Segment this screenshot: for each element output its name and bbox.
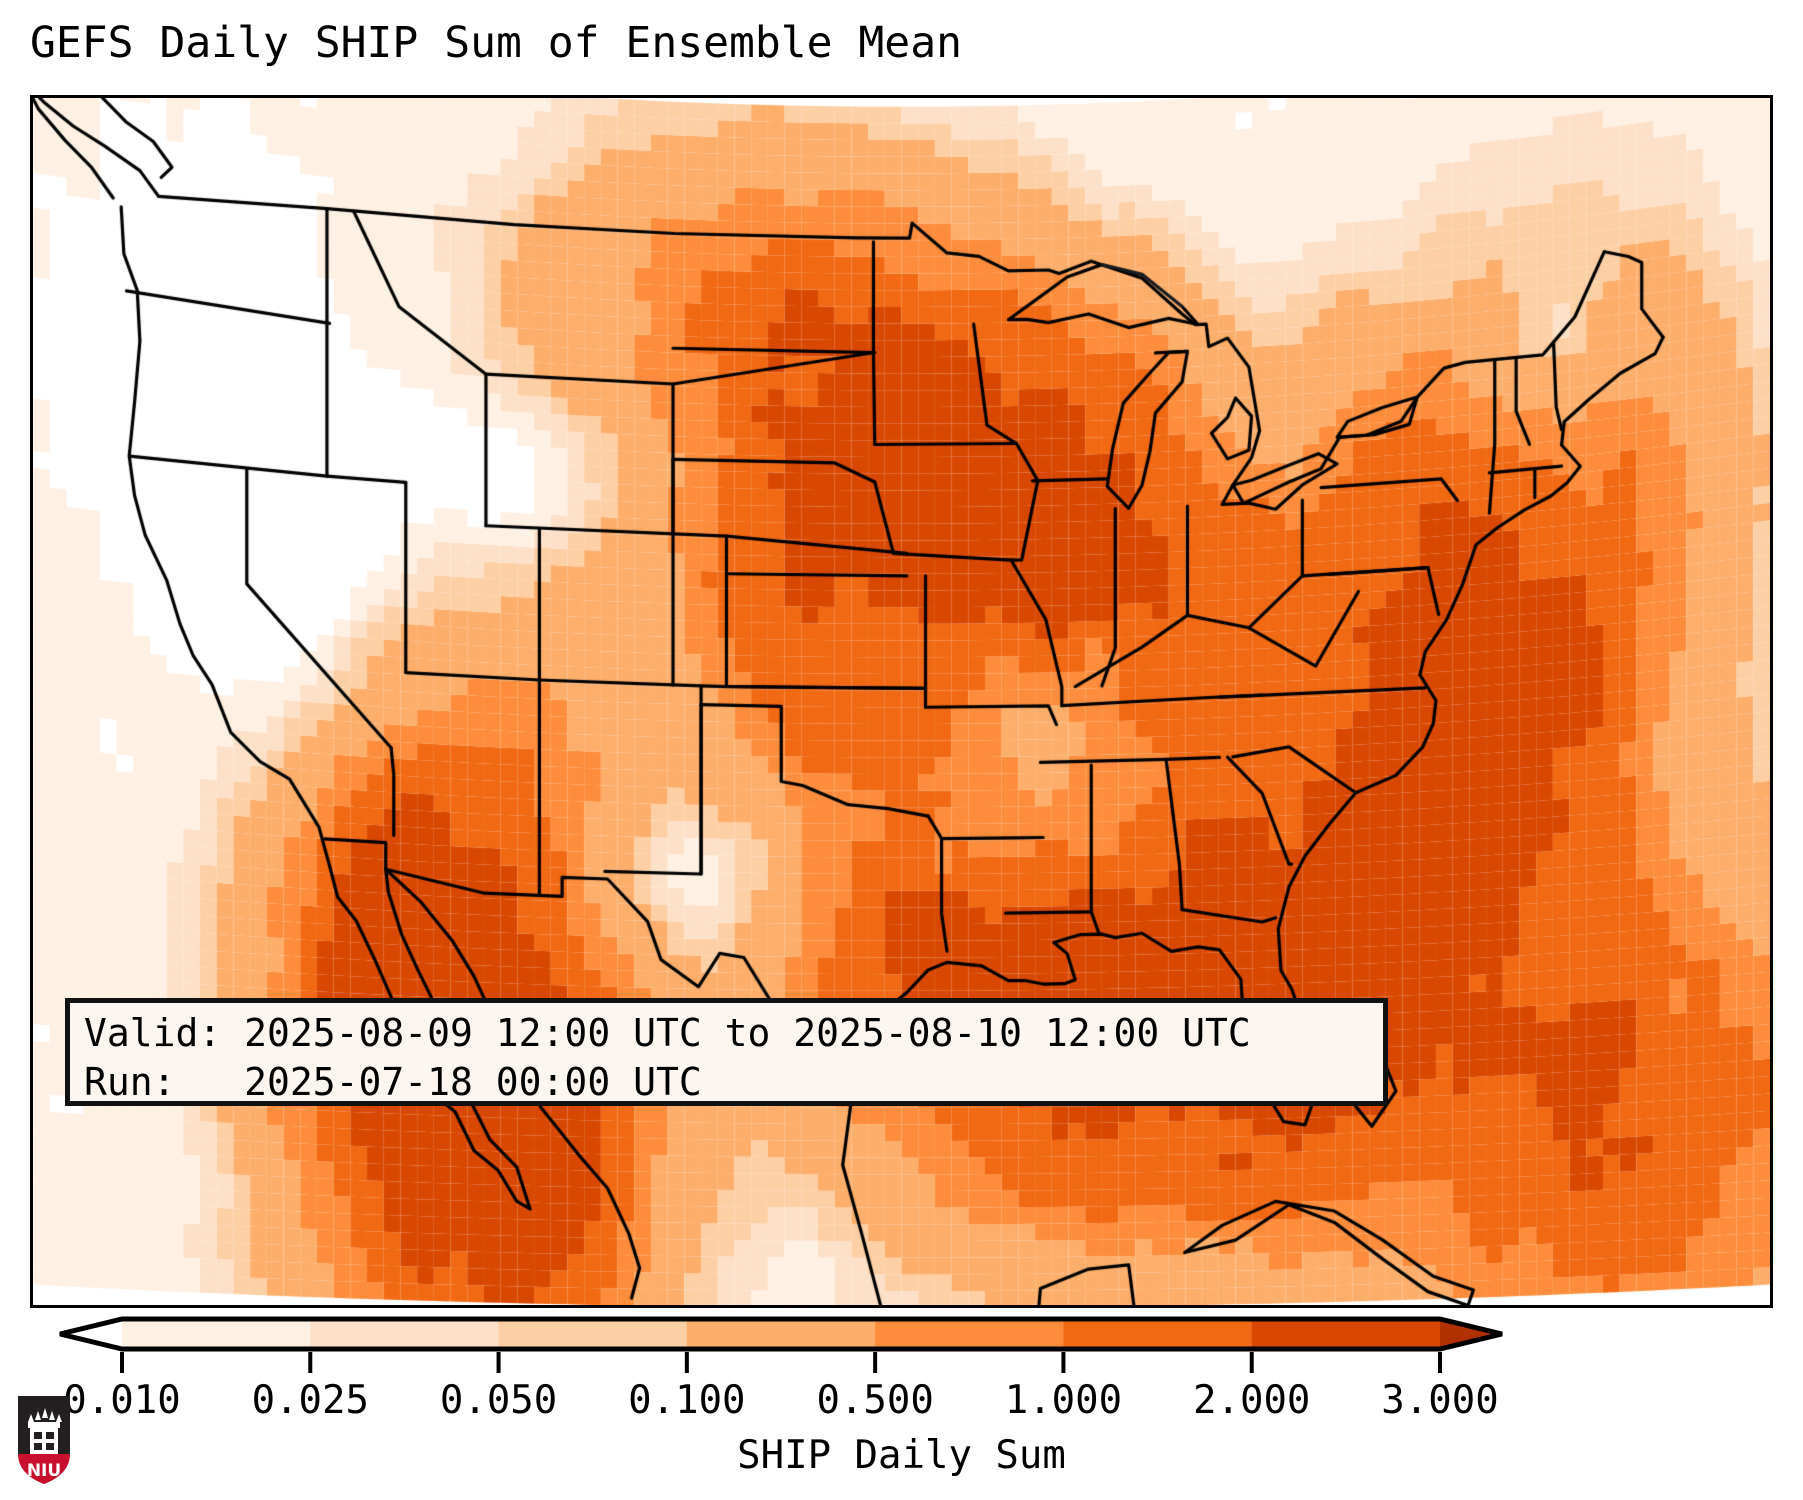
colorbar-tick-labels: 0.010 0.025 0.050 0.100 0.500 1.000 2.000 3.000 bbox=[0, 1378, 1803, 1428]
colorbar-tick-6: 2.000 bbox=[1193, 1378, 1311, 1423]
map-axes: Valid: 2025-08-09 12:00 UTC to 2025-08-1… bbox=[30, 95, 1773, 1308]
niu-logo-text: NIU bbox=[27, 1461, 61, 1481]
ship-heatmap-canvas bbox=[33, 98, 1770, 1305]
colorbar-axis-label: SHIP Daily Sum bbox=[737, 1433, 1066, 1478]
colorbar-tick-4: 0.500 bbox=[816, 1378, 934, 1423]
colorbar-tick-3: 0.100 bbox=[628, 1378, 746, 1423]
colorbar bbox=[0, 1313, 1803, 1373]
valid-time-line: Valid: 2025-08-09 12:00 UTC to 2025-08-1… bbox=[84, 1011, 1251, 1055]
colorbar-tick-1: 0.025 bbox=[251, 1378, 369, 1423]
colorbar-tick-5: 1.000 bbox=[1004, 1378, 1123, 1423]
colorbar-tick-7: 3.000 bbox=[1381, 1378, 1499, 1423]
colorbar-svg bbox=[59, 1316, 1503, 1373]
colorbar-tick-2: 0.050 bbox=[439, 1378, 558, 1423]
colorbar-tick-0: 0.010 bbox=[63, 1378, 181, 1423]
run-time-line: Run: 2025-07-18 00:00 UTC bbox=[84, 1060, 702, 1104]
forecast-info-box: Valid: 2025-08-09 12:00 UTC to 2025-08-1… bbox=[65, 998, 1388, 1106]
page-title: GEFS Daily SHIP Sum of Ensemble Mean bbox=[30, 18, 962, 68]
niu-logo: NIU bbox=[18, 1396, 70, 1484]
